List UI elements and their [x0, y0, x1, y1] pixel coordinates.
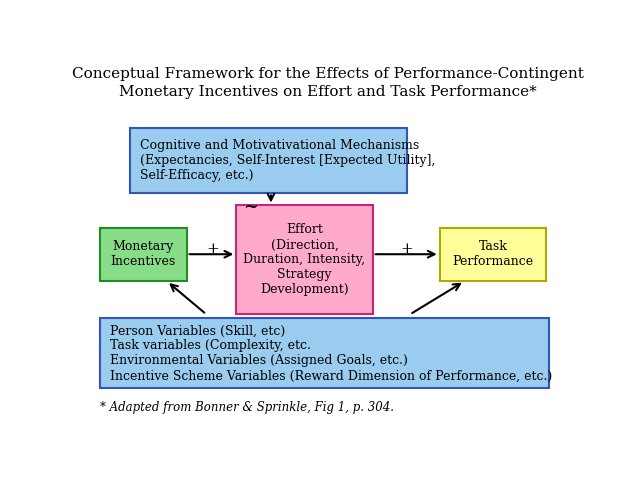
Text: +: + [400, 242, 413, 256]
FancyBboxPatch shape [440, 228, 547, 281]
FancyBboxPatch shape [100, 228, 187, 281]
FancyBboxPatch shape [129, 128, 408, 192]
Text: Person Variables (Skill, etc)
Task variables (Complexity, etc.
Environmental Var: Person Variables (Skill, etc) Task varia… [110, 324, 552, 382]
Text: ~: ~ [244, 198, 259, 216]
Text: Cognitive and Motivativational Mechanisms
(Expectancies, Self-Interest [Expected: Cognitive and Motivativational Mechanism… [140, 139, 435, 181]
FancyBboxPatch shape [100, 318, 548, 388]
Text: Task
Performance: Task Performance [452, 240, 534, 268]
Text: * Adapted from Bonner & Sprinkle, Fig 1, p. 304.: * Adapted from Bonner & Sprinkle, Fig 1,… [100, 401, 394, 414]
Text: Conceptual Framework for the Effects of Performance-Contingent
Monetary Incentiv: Conceptual Framework for the Effects of … [72, 67, 584, 99]
FancyBboxPatch shape [236, 205, 372, 314]
Text: Monetary
Incentives: Monetary Incentives [111, 240, 176, 268]
Text: Effort
(Direction,
Duration, Intensity,
Strategy
Development): Effort (Direction, Duration, Intensity, … [243, 224, 365, 297]
Text: +: + [207, 242, 220, 256]
